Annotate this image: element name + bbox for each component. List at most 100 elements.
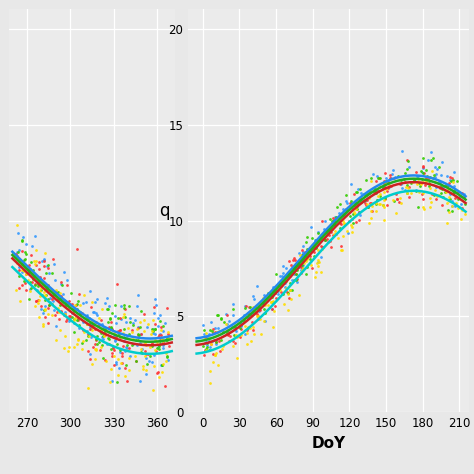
- Point: [109, 344, 117, 352]
- Point: [230, 337, 237, 344]
- Point: [373, 172, 381, 180]
- Point: [79, 339, 86, 347]
- Point: [212, 338, 219, 346]
- Point: [211, 324, 219, 332]
- Point: [137, 348, 145, 356]
- Point: [444, 206, 452, 214]
- Point: [117, 316, 125, 323]
- Point: [400, 175, 408, 183]
- Point: [223, 329, 231, 337]
- Point: [106, 315, 113, 323]
- Point: [362, 176, 370, 183]
- Point: [218, 336, 225, 344]
- Point: [438, 201, 446, 209]
- Point: [114, 355, 122, 363]
- Point: [84, 330, 92, 337]
- Point: [299, 255, 307, 263]
- Point: [418, 180, 425, 188]
- Point: [311, 236, 319, 244]
- Point: [323, 226, 330, 234]
- Point: [222, 320, 229, 328]
- Point: [301, 248, 309, 255]
- Point: [241, 302, 249, 310]
- Point: [295, 291, 303, 298]
- Point: [123, 344, 131, 352]
- Point: [243, 326, 251, 334]
- Point: [208, 328, 216, 335]
- Point: [105, 324, 112, 331]
- Point: [357, 189, 365, 197]
- Point: [282, 283, 289, 291]
- Point: [228, 323, 236, 331]
- Point: [131, 353, 139, 360]
- Point: [16, 246, 23, 254]
- Point: [384, 177, 392, 184]
- Point: [429, 174, 437, 182]
- Point: [237, 322, 245, 330]
- Point: [381, 177, 388, 184]
- Point: [373, 190, 380, 197]
- Point: [44, 287, 52, 295]
- Point: [52, 311, 59, 319]
- Point: [297, 263, 304, 271]
- Point: [307, 223, 315, 230]
- Point: [164, 356, 172, 364]
- Point: [405, 193, 412, 201]
- Point: [397, 176, 405, 184]
- Point: [288, 271, 295, 278]
- Point: [444, 181, 452, 189]
- Point: [20, 278, 27, 285]
- Point: [154, 322, 161, 330]
- Point: [231, 325, 239, 333]
- Point: [243, 314, 251, 321]
- Point: [342, 191, 349, 199]
- Point: [283, 273, 291, 281]
- Point: [164, 334, 171, 341]
- Point: [268, 306, 276, 313]
- Point: [25, 266, 32, 274]
- Point: [159, 368, 166, 376]
- Point: [446, 195, 454, 203]
- Point: [349, 216, 356, 223]
- Point: [92, 319, 100, 326]
- Point: [332, 213, 340, 221]
- Point: [303, 263, 310, 271]
- Point: [132, 337, 139, 344]
- Point: [312, 268, 319, 276]
- Point: [350, 190, 357, 198]
- Point: [214, 324, 221, 332]
- Point: [424, 156, 432, 164]
- Point: [42, 285, 50, 292]
- Point: [209, 329, 217, 337]
- Point: [287, 295, 295, 303]
- Point: [141, 353, 149, 360]
- Point: [37, 285, 45, 292]
- Point: [55, 315, 63, 322]
- Point: [364, 203, 371, 211]
- Point: [159, 322, 167, 330]
- Point: [298, 257, 305, 264]
- Point: [120, 310, 128, 318]
- Point: [325, 231, 332, 238]
- Point: [314, 262, 321, 270]
- Point: [137, 324, 144, 331]
- Point: [419, 203, 427, 210]
- Point: [142, 370, 149, 378]
- Point: [153, 369, 161, 376]
- Point: [346, 197, 354, 204]
- Point: [164, 330, 172, 337]
- Point: [379, 201, 387, 209]
- Point: [381, 196, 389, 203]
- Point: [95, 338, 103, 346]
- Point: [451, 194, 459, 202]
- Point: [283, 288, 291, 296]
- Point: [57, 300, 64, 307]
- Point: [355, 199, 362, 206]
- Point: [279, 272, 286, 280]
- Point: [281, 280, 288, 287]
- Point: [284, 290, 292, 297]
- Point: [124, 377, 131, 384]
- Point: [63, 282, 71, 289]
- Point: [84, 384, 92, 392]
- Point: [32, 246, 39, 254]
